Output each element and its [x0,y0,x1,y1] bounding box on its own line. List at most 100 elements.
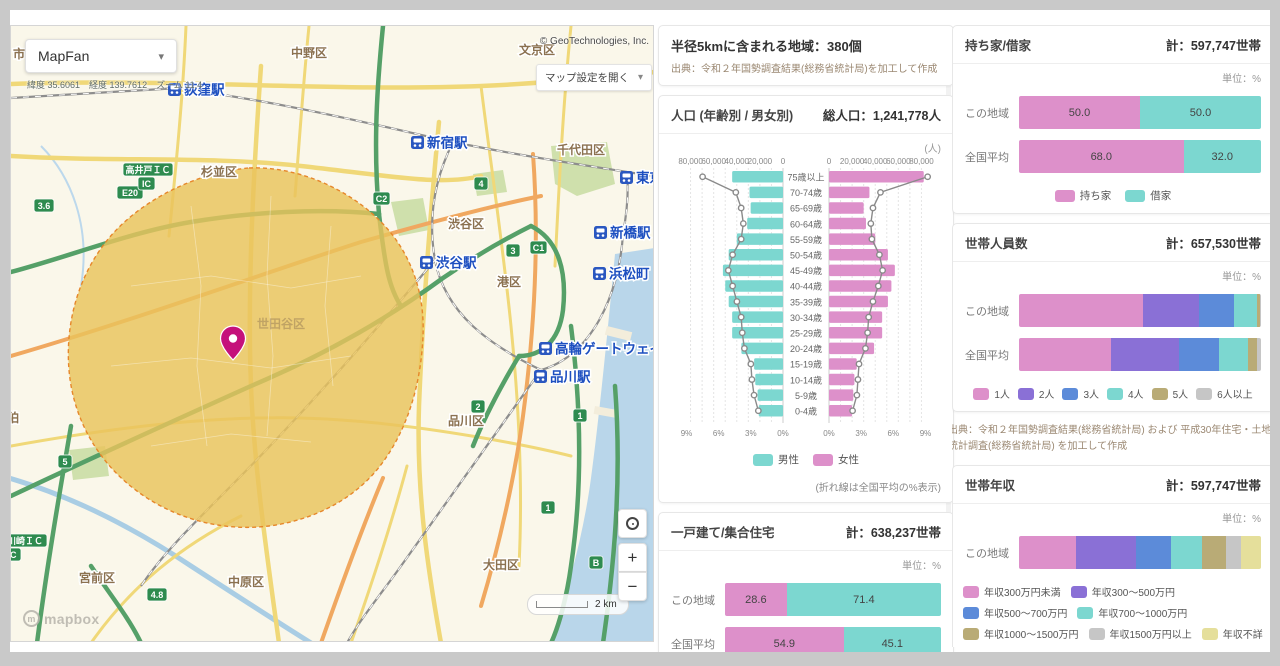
national-average-point [737,204,745,212]
svg-text:6%: 6% [888,429,900,438]
map-provider-select[interactable]: MapFan ▾ [25,39,177,73]
station-label: 東京駅 [636,170,654,186]
pyramid-bar-male [722,264,783,277]
mapbox-wordmark: mapbox [44,610,100,627]
pyramid-age-label: 5-9歳 [795,390,817,401]
mapbox-logo[interactable]: m mapbox [23,610,99,627]
bar-segment [1256,338,1261,371]
national-average-point [748,376,756,383]
household-size-total: 計：657,530世帯 [1165,237,1261,251]
population-card: 人口 (年齢別 / 男女別) 総人口：1,241,778人 (人) 0 0 20,0… [658,95,954,503]
district-label: 文京区 [519,42,555,57]
station-icon-light [546,350,550,353]
svg-text:3%: 3% [745,429,757,438]
pyramid-age-label: 50-54歳 [790,250,822,261]
housing-type-card: 一戸建て/集合住宅 計：638,237世帯 単位：% この地域 28.6 71.4 全… [658,512,954,652]
legend-item: 年収不詳 [1201,626,1263,641]
map-settings-label: マップ設定を開く [545,72,629,84]
pyramid-bar-male [725,280,783,292]
station-label: 浜松町 [609,266,650,282]
map-canvas[interactable]: E20 3.6 高井戸ＩＣ IC C2 4 3 C1 2 1 1 B 5 E83 4.8 川崎ＩＣ IC 市 中野区… [10,25,654,642]
map-labels: E20 3.6 高井戸ＩＣ IC C2 4 3 C1 2 1 1 B 5 E83 4.8 川崎ＩＣ IC 市 中野区… [11,41,654,602]
map-coordinates: 緯度 35.6061 経度 139.7612 ズーム 11.4 [27,80,203,90]
legend-label: 年収300～500万円 [1091,588,1176,599]
station-label: 新宿駅 [427,135,468,151]
bar-track [1019,338,1261,371]
national-average-point [729,282,737,290]
pyramid-bar-male [732,311,783,323]
national-average-point [865,313,873,321]
bar-row-category: この地域 [671,594,715,607]
zoom-in-button[interactable]: + [618,543,647,572]
svg-text:60,000: 60,000 [701,157,726,166]
legend-item: 6人以上 [1196,386,1253,401]
ownership-title: 持ち家/借家 [965,39,1031,53]
map-pin[interactable] [219,325,247,361]
bar-segment: 50.0 [1019,96,1140,129]
map-settings-button[interactable]: マップ設定を開く ▾ [536,64,652,91]
legend-label: 年収1500万円以上 [1109,630,1192,641]
legend-item: 3人 [1062,386,1099,401]
road-shield [372,191,391,206]
legend-swatch [1107,387,1123,400]
station-icon-light [536,378,540,381]
bar-track [1019,536,1261,569]
legend-item: 5人 [1151,386,1189,401]
station-icon-window [536,372,545,377]
pyramid-age-label: 30-34歳 [790,312,822,323]
bar-track: 50.0 50.0 [1019,96,1261,129]
legend-item: 年収700～1000万円 [1077,605,1187,620]
population-total: 総人口：1,241,778人 [822,109,941,123]
legend-swatch [963,585,979,598]
bar-segment [1248,338,1257,371]
pyramid-bar-female [829,405,853,417]
svg-text:6%: 6% [713,429,725,438]
national-average-point [862,344,869,352]
household-size-legend: 1人 2人 3人 4人 5人 6人以上 [953,382,1270,411]
housing-type-unit: 単位：% [902,561,941,572]
bar-row-category: 全国平均 [965,151,1009,164]
pyramid-bar-male [749,186,783,199]
pyramid-age-label: 65-69歳 [790,203,822,214]
national-average-point [849,407,856,415]
bar-segment [1202,536,1226,569]
bar-row-category: この地域 [965,547,1009,560]
bar-segment [1019,294,1143,327]
income-total: 計：597,747世帯 [1165,479,1261,493]
road-shield-label: 1 [577,411,582,421]
zoom-out-button[interactable]: − [618,572,647,601]
geolocate-button[interactable] [618,509,647,538]
road-shield-label: IC [142,179,152,189]
district-label: 狛 [11,410,19,425]
pyramid-bar-male [750,202,783,214]
bar-row-category: 全国平均 [671,638,715,651]
svg-text:3%: 3% [855,429,867,438]
pyramid-bar-male [728,295,783,308]
housing-type-title: 一戸建て/集合住宅 [671,526,775,540]
legend-label: 5人 [1172,390,1189,401]
road-shield [572,408,588,423]
road-shield-label: 2 [475,402,480,412]
radius-area [67,167,424,529]
bar-track: 54.9 45.1 [725,627,941,652]
pyramid-age-label: 25-29歳 [790,328,822,339]
region-summary-card: 半径5kmに含まれる地域：380個 出典：令和２年国勢調査結果(総務省統計局)を… [658,25,954,86]
income-legend: 年収300万円未満 年収300～500万円 年収500～700万円 年収700～100… [953,580,1270,647]
map-provider-label: MapFan [38,48,90,64]
svg-text:9%: 9% [920,429,932,438]
legend-label: 年収700～1000万円 [1098,609,1188,620]
national-average-point [737,235,745,243]
pyramid-bar-male [728,249,783,261]
pyramid-bar-female [829,358,857,370]
ownership-unit: 単位：% [1222,74,1261,85]
station-icon-light [413,144,417,147]
road-shield-label: 川崎ＩＣ [11,535,43,546]
income-unit: 単位：% [1222,514,1261,525]
station-icon-window [541,344,550,349]
household-size-title: 世帯人員数 [965,237,1028,251]
pyramid-bar-female [829,264,895,277]
station-icon-window [413,138,422,143]
svg-text:0: 0 [781,157,786,166]
bar-row: この地域 [953,294,1270,327]
